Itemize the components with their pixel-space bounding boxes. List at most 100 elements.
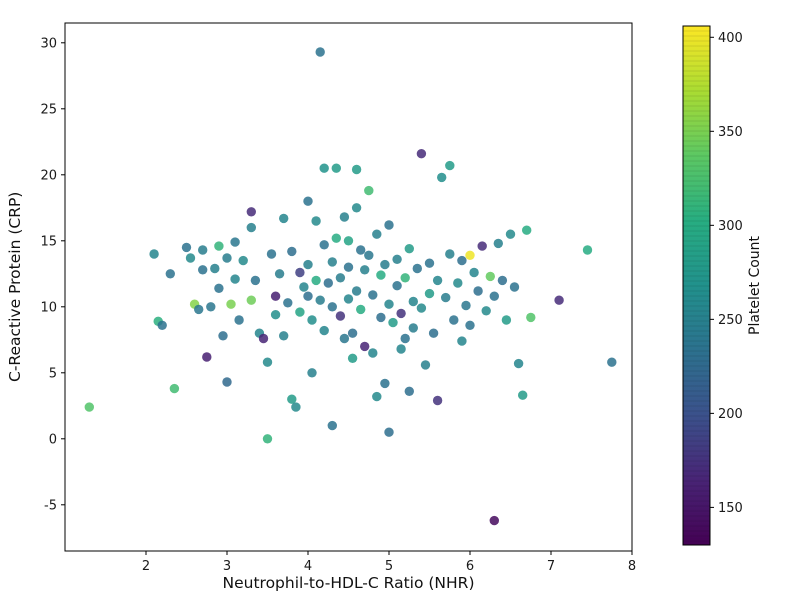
colorbar-tick-label: 400 — [718, 31, 743, 46]
x-axis: 2 3 4 5 6 7 8 — [142, 551, 636, 574]
colorbar: 150 200 250 300 350 400 — [682, 25, 743, 546]
data-point — [222, 377, 232, 387]
data-point — [449, 315, 459, 325]
data-point — [279, 213, 289, 224]
data-point — [291, 402, 301, 412]
data-point — [457, 336, 467, 346]
data-point — [230, 274, 240, 284]
colorbar-tick-label: 250 — [718, 313, 743, 328]
colorbar-tick-label: 350 — [718, 125, 743, 140]
data-point — [307, 315, 317, 325]
data-point — [351, 164, 362, 175]
colorbar-gradient — [683, 26, 710, 545]
y-tick-label: -5 — [44, 498, 57, 513]
data-point — [384, 299, 394, 309]
data-point — [376, 312, 386, 323]
data-point — [441, 292, 451, 303]
data-point — [388, 317, 398, 328]
y-tick-label: 15 — [40, 234, 57, 249]
data-point — [424, 258, 435, 268]
data-point — [384, 427, 394, 437]
data-point — [493, 238, 503, 249]
colorbar-tick-label: 300 — [718, 219, 743, 234]
data-point — [339, 333, 350, 344]
data-point — [250, 275, 261, 286]
data-point — [303, 259, 313, 270]
y-axis-label: C-Reactive Protein (CRP) — [6, 191, 24, 383]
data-point — [246, 295, 256, 305]
data-point — [319, 240, 329, 250]
data-point — [343, 262, 354, 272]
data-point — [351, 286, 362, 296]
data-point — [360, 341, 370, 352]
data-point — [428, 328, 439, 338]
data-point — [356, 245, 366, 255]
data-point — [311, 275, 321, 286]
y-tick-label: 5 — [49, 366, 57, 381]
data-point — [372, 391, 382, 402]
data-point — [477, 241, 487, 251]
data-point — [497, 275, 508, 286]
data-point — [202, 352, 212, 362]
data-point — [481, 306, 491, 316]
data-point — [522, 225, 532, 235]
y-tick-label: 30 — [40, 36, 57, 51]
data-point — [372, 229, 382, 239]
data-point — [400, 273, 410, 283]
data-point — [307, 368, 317, 378]
data-point — [368, 348, 378, 358]
data-point — [315, 47, 325, 57]
y-tick-label: 10 — [40, 300, 57, 315]
data-point — [424, 288, 435, 299]
data-point — [445, 249, 455, 259]
data-point — [234, 315, 244, 325]
data-point — [185, 253, 196, 263]
data-point — [303, 196, 313, 206]
x-tick-label: 5 — [385, 559, 393, 574]
data-point — [380, 259, 390, 270]
data-point — [299, 282, 309, 292]
data-point — [416, 149, 427, 159]
data-point — [347, 328, 358, 338]
data-point — [343, 294, 354, 304]
data-point — [384, 220, 394, 230]
data-point — [392, 281, 402, 291]
data-point — [315, 295, 325, 305]
data-point — [489, 291, 499, 301]
data-point — [465, 320, 475, 330]
data-point — [238, 255, 248, 266]
colorbar-label: Platelet Count — [747, 235, 763, 336]
colorbar-tick-label: 200 — [718, 407, 743, 422]
data-point — [453, 278, 463, 288]
data-point — [295, 267, 305, 278]
data-point — [396, 344, 406, 354]
data-point — [469, 267, 479, 278]
data-point — [262, 434, 273, 444]
x-tick-label: 2 — [142, 559, 150, 574]
data-point — [214, 283, 224, 293]
data-point — [473, 286, 483, 296]
data-point — [432, 275, 443, 286]
data-point — [214, 241, 224, 251]
x-axis-label: Neutrophil-to-HDL-C Ratio (NHR) — [222, 574, 475, 592]
data-point — [380, 378, 390, 389]
data-point — [327, 302, 337, 312]
x-tick-label: 8 — [628, 559, 636, 574]
data-point — [226, 299, 236, 309]
data-point — [157, 320, 167, 330]
data-point — [169, 383, 180, 394]
data-point — [266, 249, 277, 259]
data-point — [416, 303, 427, 313]
data-point — [457, 255, 467, 266]
data-point — [505, 229, 516, 239]
y-axis: -5 0 5 10 15 20 25 30 — [40, 36, 65, 513]
data-point — [319, 325, 329, 336]
data-point — [392, 254, 402, 264]
colorbar-outline — [682, 25, 711, 546]
data-point — [509, 282, 520, 292]
data-point — [360, 265, 370, 275]
data-point — [319, 163, 329, 173]
data-point — [582, 245, 593, 255]
data-point — [347, 353, 358, 363]
